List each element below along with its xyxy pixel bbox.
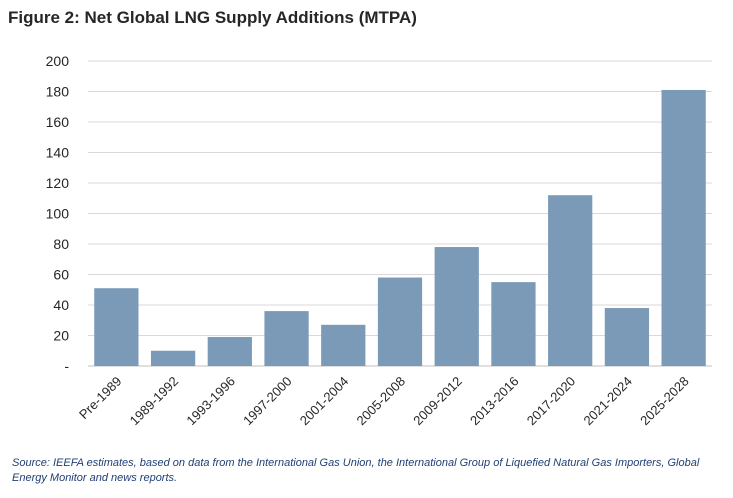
bar-2025-2028 xyxy=(661,89,706,366)
y-tick-label: 180 xyxy=(46,84,70,100)
y-axis-ticks: - 20 40 60 80 100 120 140 160 180 200 xyxy=(46,53,70,374)
y-tick-label: - xyxy=(64,358,69,374)
y-tick-label: 200 xyxy=(46,53,70,69)
bar-1997-2000 xyxy=(264,311,309,366)
y-tick-label: 80 xyxy=(53,236,69,252)
x-tick-label: 1997-2000 xyxy=(240,374,295,429)
x-tick-label: 1989-1992 xyxy=(127,374,182,429)
bar-2005-2008 xyxy=(377,277,423,366)
x-tick-label: 2009-2012 xyxy=(410,374,465,429)
source-note: Source: IEEFA estimates, based on data f… xyxy=(12,457,700,484)
bar-2013-2016 xyxy=(491,282,536,366)
bar-1993-1996 xyxy=(207,337,252,366)
bar-2001-2004 xyxy=(321,324,366,366)
y-tick-label: 140 xyxy=(46,145,70,161)
x-tick-label: 1993-1996 xyxy=(183,374,238,429)
x-tick-label: Pre-1989 xyxy=(76,374,124,422)
y-tick-label: 60 xyxy=(53,267,69,283)
y-tick-label: 100 xyxy=(46,206,70,222)
x-tick-label: 2013-2016 xyxy=(467,374,522,429)
x-axis-ticks: Pre-1989 1989-1992 1993-1996 1997-2000 2001-… xyxy=(76,374,692,429)
x-tick-label: 2017-2020 xyxy=(524,374,579,429)
y-tick-label: 120 xyxy=(46,175,70,191)
bar-2017-2020 xyxy=(548,195,593,366)
y-tick-label: 20 xyxy=(53,328,69,344)
x-tick-label: 2005-2008 xyxy=(354,374,409,429)
bar-1989-1992 xyxy=(150,350,196,366)
bar-2021-2024 xyxy=(604,308,650,366)
y-tick-label: 40 xyxy=(53,297,69,313)
bar-pre-1989 xyxy=(94,288,139,366)
y-tick-label: 160 xyxy=(46,114,70,130)
chart-title: Figure 2: Net Global LNG Supply Addition… xyxy=(8,8,417,27)
x-tick-label: 2025-2028 xyxy=(637,374,692,429)
bars xyxy=(94,89,706,366)
x-tick-label: 2021-2024 xyxy=(580,374,635,429)
x-tick-label: 2001-2004 xyxy=(297,374,352,429)
bar-2009-2012 xyxy=(434,247,479,366)
bar-chart: - 20 40 60 80 100 120 140 160 180 200 Pre-1989 1989… xyxy=(46,53,712,429)
